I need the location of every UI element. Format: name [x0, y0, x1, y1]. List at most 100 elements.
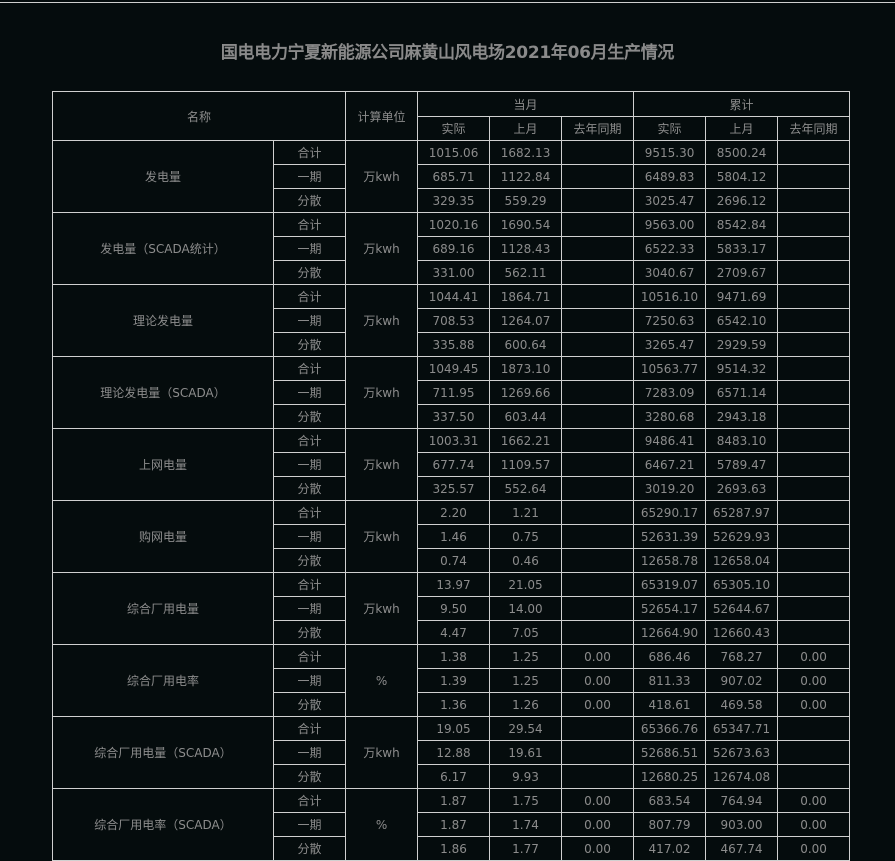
cum-last-year-cell: 0.00: [777, 644, 851, 669]
month-last-month-cell: 562.11: [489, 260, 563, 285]
sub-item: 一期: [272, 596, 347, 621]
metric-name: 理论发电量（SCADA）: [52, 356, 274, 429]
cum-last-year-cell: [777, 308, 851, 333]
month-last-month-cell: 1.25: [489, 668, 563, 693]
month-last-year-cell: [561, 596, 635, 621]
header-cum-last-month: 上月: [705, 116, 779, 141]
month-actual-cell: 6.17: [417, 764, 491, 789]
month-last-year-cell: [561, 188, 635, 213]
cum-last-year-cell: [777, 596, 851, 621]
cum-last-year-cell: 0.00: [777, 836, 851, 861]
metric-name: 理论发电量: [52, 284, 274, 357]
month-last-year-cell: 0.00: [561, 668, 635, 693]
month-last-year-cell: [561, 140, 635, 165]
month-actual-cell: 12.88: [417, 740, 491, 765]
sub-item: 分散: [272, 260, 347, 285]
month-actual-cell: 1.36: [417, 692, 491, 717]
cum-last-year-cell: 0.00: [777, 788, 851, 813]
month-last-year-cell: [561, 332, 635, 357]
month-last-year-cell: [561, 740, 635, 765]
table-row: 分散 1.36 1.26 0.00 418.61 469.58 0.00: [53, 692, 851, 717]
cum-last-month-cell: 2929.59: [705, 332, 779, 357]
cum-last-month-cell: 65347.71: [705, 716, 779, 741]
cum-actual-cell: 3265.47: [633, 332, 707, 357]
month-last-year-cell: [561, 284, 635, 309]
cum-last-year-cell: [777, 428, 851, 453]
month-actual-cell: 13.97: [417, 572, 491, 597]
month-last-month-cell: 0.75: [489, 524, 563, 549]
cum-last-year-cell: [777, 380, 851, 405]
cum-actual-cell: 807.79: [633, 812, 707, 837]
month-last-year-cell: [561, 356, 635, 381]
cum-actual-cell: 65290.17: [633, 500, 707, 525]
cum-last-month-cell: 469.58: [705, 692, 779, 717]
sub-item: 合计: [272, 140, 347, 165]
cum-last-year-cell: [777, 524, 851, 549]
month-actual-cell: 1003.31: [417, 428, 491, 453]
cum-last-year-cell: [777, 188, 851, 213]
month-last-year-cell: 0.00: [561, 788, 635, 813]
month-last-month-cell: 19.61: [489, 740, 563, 765]
month-actual-cell: 0.74: [417, 548, 491, 573]
cum-actual-cell: 7250.63: [633, 308, 707, 333]
month-actual-cell: 2.20: [417, 500, 491, 525]
month-last-year-cell: [561, 380, 635, 405]
sub-item: 一期: [272, 236, 347, 261]
cum-actual-cell: 3025.47: [633, 188, 707, 213]
month-actual-cell: 335.88: [417, 332, 491, 357]
month-actual-cell: 19.05: [417, 716, 491, 741]
table-row: 上网电量 合计 万kwh 1003.31 1662.21 9486.41 8483.10: [52, 428, 851, 501]
month-last-year-cell: [561, 716, 635, 741]
month-last-year-cell: [561, 764, 635, 789]
cum-last-month-cell: 2709.67: [705, 260, 779, 285]
table-row: 综合厂用电率（SCADA） 合计% 1.87 1.75 0.00 683.54 764.94…: [52, 788, 851, 861]
month-actual-cell: 1.87: [417, 788, 491, 813]
month-last-month-cell: 552.64: [489, 476, 563, 501]
month-actual-cell: 685.71: [417, 164, 491, 189]
month-last-year-cell: [561, 164, 635, 189]
month-last-year-cell: [561, 308, 635, 333]
header-cumulative: 累计: [633, 91, 851, 117]
sub-item: 合计: [272, 356, 347, 381]
sub-item: 合计: [272, 788, 347, 813]
sub-item: 分散: [272, 404, 347, 429]
sub-item: 分散: [272, 764, 347, 789]
production-table: 名称 计算单位 当月 累计 实际 上月 去年同期 实际 上月 去年同期 发电量合…: [51, 91, 851, 861]
cum-last-year-cell: 0.00: [777, 668, 851, 693]
cum-actual-cell: 12658.78: [633, 548, 707, 573]
header-cum-last-year: 去年同期: [777, 116, 851, 141]
month-last-month-cell: 1682.13: [489, 140, 563, 165]
cum-last-month-cell: 8483.10: [705, 428, 779, 453]
sub-item: 合计: [272, 716, 347, 741]
month-last-month-cell: 603.44: [489, 404, 563, 429]
cum-last-year-cell: [777, 164, 851, 189]
month-last-month-cell: 29.54: [489, 716, 563, 741]
month-last-month-cell: 1864.71: [489, 284, 563, 309]
cum-last-month-cell: 5833.17: [705, 236, 779, 261]
cum-actual-cell: 417.02: [633, 836, 707, 861]
month-actual-cell: 9.50: [417, 596, 491, 621]
sub-item: 合计: [272, 644, 347, 669]
month-actual-cell: 1.87: [417, 812, 491, 837]
table-row: 综合厂用电量（SCADA） 合计 万kwh 19.05 29.54 65366.76 653…: [52, 716, 851, 789]
table-row: 发电量（SCADA统计） 合计 万kwh 1020.16 1690.54 9563.00 8…: [52, 212, 851, 285]
cum-actual-cell: 12680.25: [633, 764, 707, 789]
unit: 万kwh: [345, 500, 419, 573]
cum-last-month-cell: 6542.10: [705, 308, 779, 333]
month-last-month-cell: 1122.84: [489, 164, 563, 189]
month-last-year-cell: [561, 404, 635, 429]
unit: 万kwh: [345, 212, 419, 285]
cum-last-year-cell: [777, 140, 851, 165]
cum-actual-cell: 3019.20: [633, 476, 707, 501]
month-last-year-cell: [561, 212, 635, 237]
month-last-month-cell: 1269.66: [489, 380, 563, 405]
cum-actual-cell: 686.46: [633, 644, 707, 669]
month-last-year-cell: [561, 452, 635, 477]
metric-name: 综合厂用电量（SCADA）: [52, 716, 274, 789]
cum-actual-cell: 9563.00: [633, 212, 707, 237]
cum-last-month-cell: 2696.12: [705, 188, 779, 213]
cum-last-month-cell: 467.74: [705, 836, 779, 861]
cum-actual-cell: 6489.83: [633, 164, 707, 189]
cum-actual-cell: 418.61: [633, 692, 707, 717]
cum-actual-cell: 10563.77: [633, 356, 707, 381]
